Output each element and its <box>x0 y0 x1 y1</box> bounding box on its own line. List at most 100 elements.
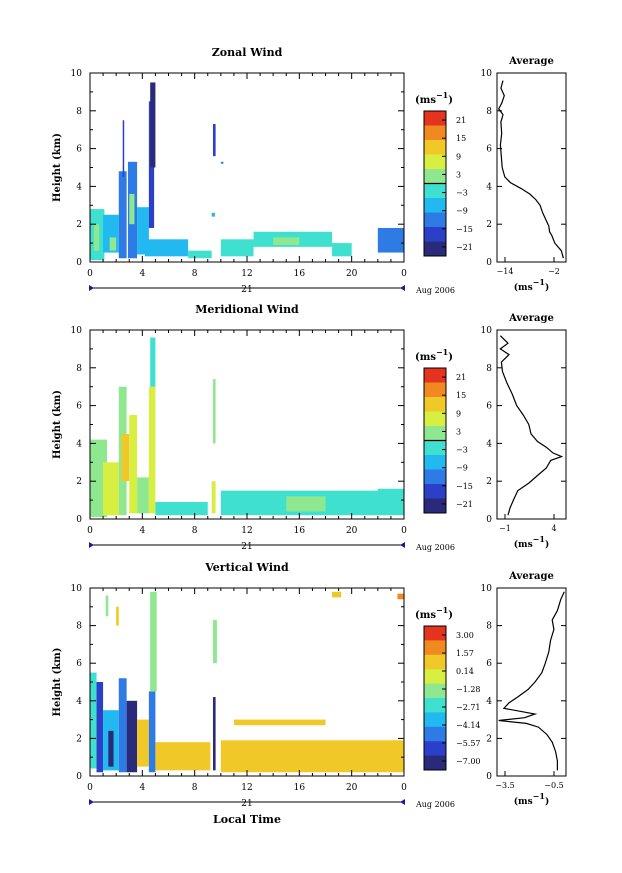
heatmap-cell-12 <box>188 250 212 259</box>
colorbar-band-2 <box>424 397 446 412</box>
colorbar-band-0 <box>424 111 446 126</box>
average-y-tick-label: 8 <box>486 364 492 374</box>
heatmap-cell-10 <box>212 379 216 444</box>
date-axis-end-marker <box>400 799 405 805</box>
x-tick-label: 16 <box>294 269 306 279</box>
average-frame <box>496 329 567 520</box>
month-label: Aug 2006 <box>415 286 455 295</box>
colorbar-band-4 <box>424 426 446 441</box>
colorbar-band-9 <box>424 498 446 514</box>
panel-title: Zonal Wind <box>212 46 283 59</box>
colorbar-band-2 <box>424 140 446 155</box>
heatmap-cells <box>90 337 404 518</box>
heatmap-cell-16 <box>220 239 254 257</box>
y-tick-label: 6 <box>76 402 82 412</box>
average-y-tick-label: 4 <box>486 697 492 707</box>
date-axis-start-marker <box>89 285 94 291</box>
y-axis-label: Height (km) <box>52 648 63 717</box>
y-tick-label: 10 <box>71 69 83 79</box>
average-y-tick-label: 8 <box>486 107 492 117</box>
heatmap-cell-14 <box>212 124 216 157</box>
x-tick-label: 12 <box>241 269 252 279</box>
heatmap-cell-4 <box>118 171 127 259</box>
colorbar-band-2 <box>424 654 446 670</box>
average-unit: (ms−1) <box>514 277 549 293</box>
heatmap-cell-5 <box>126 700 138 773</box>
average-y-tick-label: 4 <box>486 439 492 449</box>
heatmap-cell-0 <box>90 672 97 769</box>
average-y-tick-label: 10 <box>481 69 493 79</box>
panel-title: Meridional Wind <box>195 303 299 316</box>
colorbar-tick-label: −21 <box>456 243 473 252</box>
heatmap-cell-9 <box>105 595 109 617</box>
average-x-tick-label: 4 <box>551 524 556 533</box>
month-label: Aug 2006 <box>415 543 455 552</box>
average-y-tick-label: 6 <box>486 145 492 155</box>
heatmap-cell-15 <box>233 719 326 726</box>
colorbar-unit: (ms−1) <box>415 605 453 621</box>
heatmap-cells <box>90 82 404 261</box>
colorbar-band-4 <box>424 683 446 699</box>
x-tick-label: 16 <box>294 783 306 793</box>
colorbar-band-6 <box>424 455 446 470</box>
heatmap-cell-14 <box>220 740 404 773</box>
y-tick-label: 6 <box>76 145 82 155</box>
colorbar-band-7 <box>424 469 446 485</box>
colorbar-tick-label: 21 <box>456 116 466 125</box>
average-line <box>498 591 565 771</box>
colorbar-frame <box>423 625 447 771</box>
y-tick-label: 8 <box>76 107 82 117</box>
colorbar: (ms−1) 3.00 1.57 0.14 −1.28 −2.71 −4.14 −5.57 −7… <box>415 605 481 771</box>
heatmap-cell-6 <box>137 719 149 767</box>
colorbar-tick-label: −15 <box>456 225 473 234</box>
average-title: Average <box>508 56 554 67</box>
y-tick-label: 2 <box>76 734 82 744</box>
colorbar-band-9 <box>424 755 446 771</box>
month-label: Aug 2006 <box>415 800 455 809</box>
date-label: 21 <box>241 285 252 295</box>
colorbar-band-9 <box>424 241 446 257</box>
x-tick-label: 20 <box>346 783 358 793</box>
heatmap-cell-19 <box>332 243 352 257</box>
date-axis-start-marker <box>89 799 94 805</box>
x-tick-label: 12 <box>241 526 252 536</box>
heatmap-cell-15 <box>220 161 224 164</box>
heatmap-cell-3 <box>121 433 130 482</box>
date-label: 21 <box>241 542 252 552</box>
colorbar-tick-label: 9 <box>456 409 461 418</box>
x-tick-label: 20 <box>346 269 358 279</box>
colorbar-tick-label: −2.71 <box>456 703 481 712</box>
colorbar: (ms−1) 21 15 9 3 −3 −9 −15 −21 <box>415 90 473 257</box>
average-y-tick-label: 10 <box>481 326 493 336</box>
colorbar-tick-label: −9 <box>456 207 468 216</box>
x-tick-label: 8 <box>192 783 198 793</box>
colorbar-band-3 <box>424 154 446 170</box>
colorbar-tick-label: 3.00 <box>456 631 474 640</box>
average-x-tick-label: −3.5 <box>495 781 514 790</box>
average-unit: (ms−1) <box>514 791 549 807</box>
colorbar-band-0 <box>424 626 446 641</box>
colorbar-band-5 <box>424 440 446 456</box>
panel-1: Meridional Wind 0 2 4 6 8 10 Height (km) 0 4 8 12 16… <box>52 303 567 552</box>
y-tick-label: 2 <box>76 220 82 230</box>
colorbar-tick-label: −3 <box>456 446 468 455</box>
heatmap-cell-4 <box>118 678 127 773</box>
heatmap-cell-7 <box>150 337 156 387</box>
colorbar-band-7 <box>424 726 446 742</box>
average-y-tick-label: 2 <box>486 477 492 487</box>
y-tick-label: 10 <box>71 584 83 594</box>
heatmap-cell-10 <box>116 606 119 626</box>
y-tick-label: 10 <box>71 326 83 336</box>
colorbar-band-6 <box>424 198 446 213</box>
average-y-tick-label: 6 <box>486 659 492 669</box>
average-y-tick-label: 0 <box>486 258 492 268</box>
average-y-tick-label: 2 <box>486 734 492 744</box>
colorbar-tick-label: −3 <box>456 189 468 198</box>
average-y-tick-label: 0 <box>486 772 492 782</box>
average-profile: Average 0 2 4 6 8 10 −14 −2(ms−1) <box>481 56 567 293</box>
heatmap-cell-20 <box>377 227 404 253</box>
heatmap-cell-8 <box>137 207 149 255</box>
y-tick-label: 4 <box>76 697 82 707</box>
x-tick-label: 4 <box>139 783 145 793</box>
